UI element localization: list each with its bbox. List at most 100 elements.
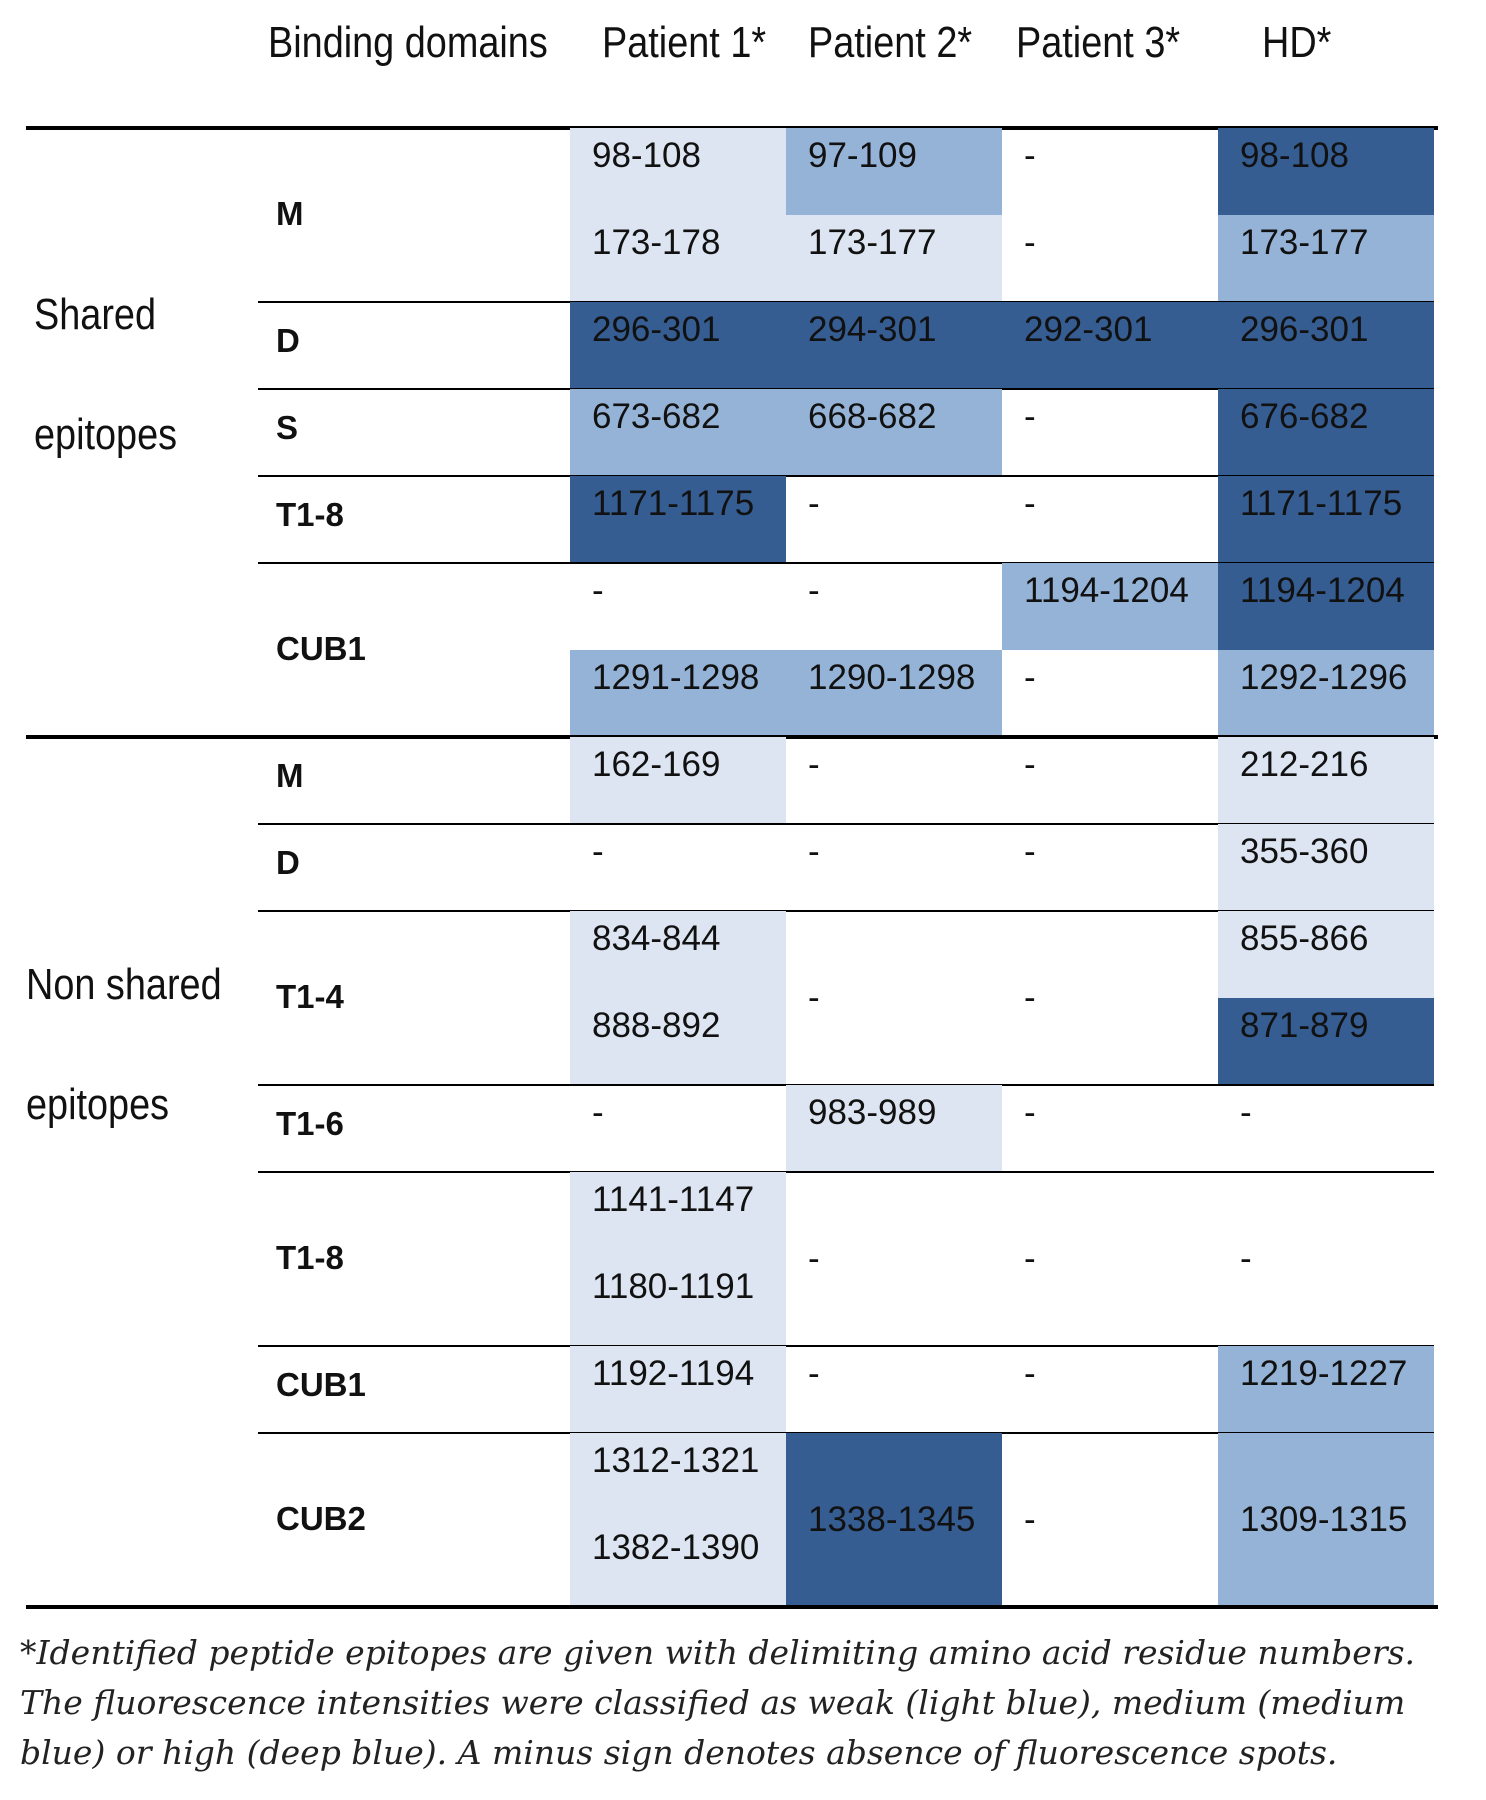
epitope-value: 1290-1298	[808, 658, 976, 697]
intensity-fill-high	[1218, 302, 1434, 389]
epitope-value: 173-177	[808, 223, 937, 262]
header-patient-2: Patient 2*	[808, 18, 973, 67]
absent-marker: -	[1024, 136, 1036, 175]
epitope-value: 668-682	[808, 397, 937, 436]
epitope-value: 834-844	[592, 919, 721, 958]
intensity-fill-medium	[570, 650, 786, 737]
absent-marker: -	[1024, 1354, 1036, 1393]
epitope-value: 1291-1298	[592, 658, 760, 697]
row-divider-rule	[258, 475, 1434, 477]
header-patient-3: Patient 3*	[1016, 18, 1181, 67]
intensity-fill-weak	[570, 998, 786, 1085]
domain-label-d-shared: D	[276, 322, 300, 359]
epitope-value: 162-169	[592, 745, 721, 784]
intensity-fill-high	[570, 476, 786, 563]
domain-label-m-shared: M	[276, 195, 304, 232]
intensity-fill-medium	[1218, 1346, 1434, 1433]
domain-label-m-nonshared: M	[276, 757, 304, 794]
epitope-value: 871-879	[1240, 1006, 1369, 1045]
epitope-value: 1180-1191	[592, 1267, 755, 1306]
epitope-value: 292-301	[1024, 310, 1153, 349]
absent-marker: -	[592, 571, 604, 610]
intensity-fill-medium	[1218, 215, 1434, 302]
epitope-value: 888-892	[592, 1006, 721, 1045]
domain-label-t1-8-shared: T1-8	[276, 496, 344, 533]
intensity-fill-high	[570, 302, 786, 389]
intensity-fill-high	[786, 302, 1002, 389]
epitope-value: 1309-1315	[1240, 1500, 1408, 1539]
footnote-line-2: The fluorescence intensities were classi…	[20, 1683, 1406, 1722]
epitope-value: 97-109	[808, 136, 917, 175]
intensity-fill-medium	[1218, 1520, 1434, 1607]
absent-marker: -	[1024, 978, 1036, 1017]
absent-marker: -	[1240, 1093, 1252, 1132]
row-divider-rule	[258, 910, 1434, 912]
domain-label-d-nonshared: D	[276, 844, 300, 881]
epitope-value: 1219-1227	[1240, 1354, 1408, 1393]
absent-marker: -	[592, 832, 604, 871]
footnote-line-1: *Identified peptide epitopes are given w…	[20, 1633, 1416, 1672]
epitope-value: 294-301	[808, 310, 937, 349]
domain-label-cub1-shared: CUB1	[276, 630, 366, 667]
absent-marker: -	[1024, 397, 1036, 436]
row-divider-rule	[258, 562, 1434, 564]
domain-label-cub1-nonshared: CUB1	[276, 1366, 366, 1403]
absent-marker: -	[1024, 658, 1036, 697]
domain-label-t1-4-nonshared: T1-4	[276, 978, 344, 1015]
intensity-fill-high	[1218, 563, 1434, 650]
epitope-value: 1338-1345	[808, 1500, 976, 1539]
domain-label-cub2-nonshared: CUB2	[276, 1500, 366, 1537]
bottom-rule	[26, 1605, 1438, 1609]
header-patient-1: Patient 1*	[602, 18, 767, 67]
absent-marker: -	[1024, 223, 1036, 262]
group-label-nonshared-line2: epitopes	[26, 1080, 170, 1129]
epitope-value: 1382-1390	[592, 1528, 760, 1567]
absent-marker: -	[1024, 1239, 1036, 1278]
absent-marker: -	[1240, 1239, 1252, 1278]
intensity-fill-high	[1218, 998, 1434, 1085]
absent-marker: -	[1024, 484, 1036, 523]
absent-marker: -	[808, 1239, 820, 1278]
footnote-line-3: blue) or high (deep blue). A minus sign …	[20, 1733, 1338, 1772]
intensity-fill-weak	[786, 215, 1002, 302]
absent-marker: -	[808, 832, 820, 871]
absent-marker: -	[808, 1354, 820, 1393]
epitope-value: 1194-1204	[1024, 571, 1189, 610]
footnote: *Identified peptide epitopes are given w…	[20, 1628, 1460, 1778]
header-hd: HD*	[1262, 18, 1332, 67]
absent-marker: -	[808, 978, 820, 1017]
intensity-fill-weak	[1218, 737, 1434, 824]
intensity-fill-high	[1002, 302, 1218, 389]
absent-marker: -	[1024, 1500, 1036, 1539]
epitope-value: 676-682	[1240, 397, 1369, 436]
intensity-fill-weak	[570, 737, 786, 824]
absent-marker: -	[1024, 745, 1036, 784]
epitope-value: 1171-1175	[1240, 484, 1403, 523]
intensity-fill-weak	[1218, 824, 1434, 911]
absent-marker: -	[808, 484, 820, 523]
intensity-fill-weak	[570, 1172, 786, 1259]
header-binding-domains: Binding domains	[268, 18, 548, 67]
intensity-fill-medium	[786, 128, 1002, 215]
epitope-value: 1194-1204	[1240, 571, 1405, 610]
intensity-fill-high	[1218, 476, 1434, 563]
intensity-fill-medium	[570, 389, 786, 476]
intensity-fill-medium	[1218, 1433, 1434, 1520]
epitope-value: 173-177	[1240, 223, 1369, 262]
intensity-fill-weak	[570, 1346, 786, 1433]
epitope-value: 855-866	[1240, 919, 1369, 958]
intensity-fill-weak	[786, 1085, 1002, 1172]
intensity-fill-high	[786, 1433, 1002, 1520]
epitope-value: 983-989	[808, 1093, 937, 1132]
absent-marker: -	[1024, 832, 1036, 871]
absent-marker: -	[1024, 1093, 1036, 1132]
row-divider-rule	[258, 823, 1434, 825]
intensity-fill-weak	[570, 1520, 786, 1607]
epitope-value: 1312-1321	[592, 1441, 760, 1480]
epitope-value: 296-301	[592, 310, 721, 349]
epitope-value: 673-682	[592, 397, 721, 436]
group-label-shared-line2: epitopes	[34, 410, 178, 459]
intensity-fill-medium	[1218, 650, 1434, 737]
intensity-fill-weak	[1218, 911, 1434, 998]
